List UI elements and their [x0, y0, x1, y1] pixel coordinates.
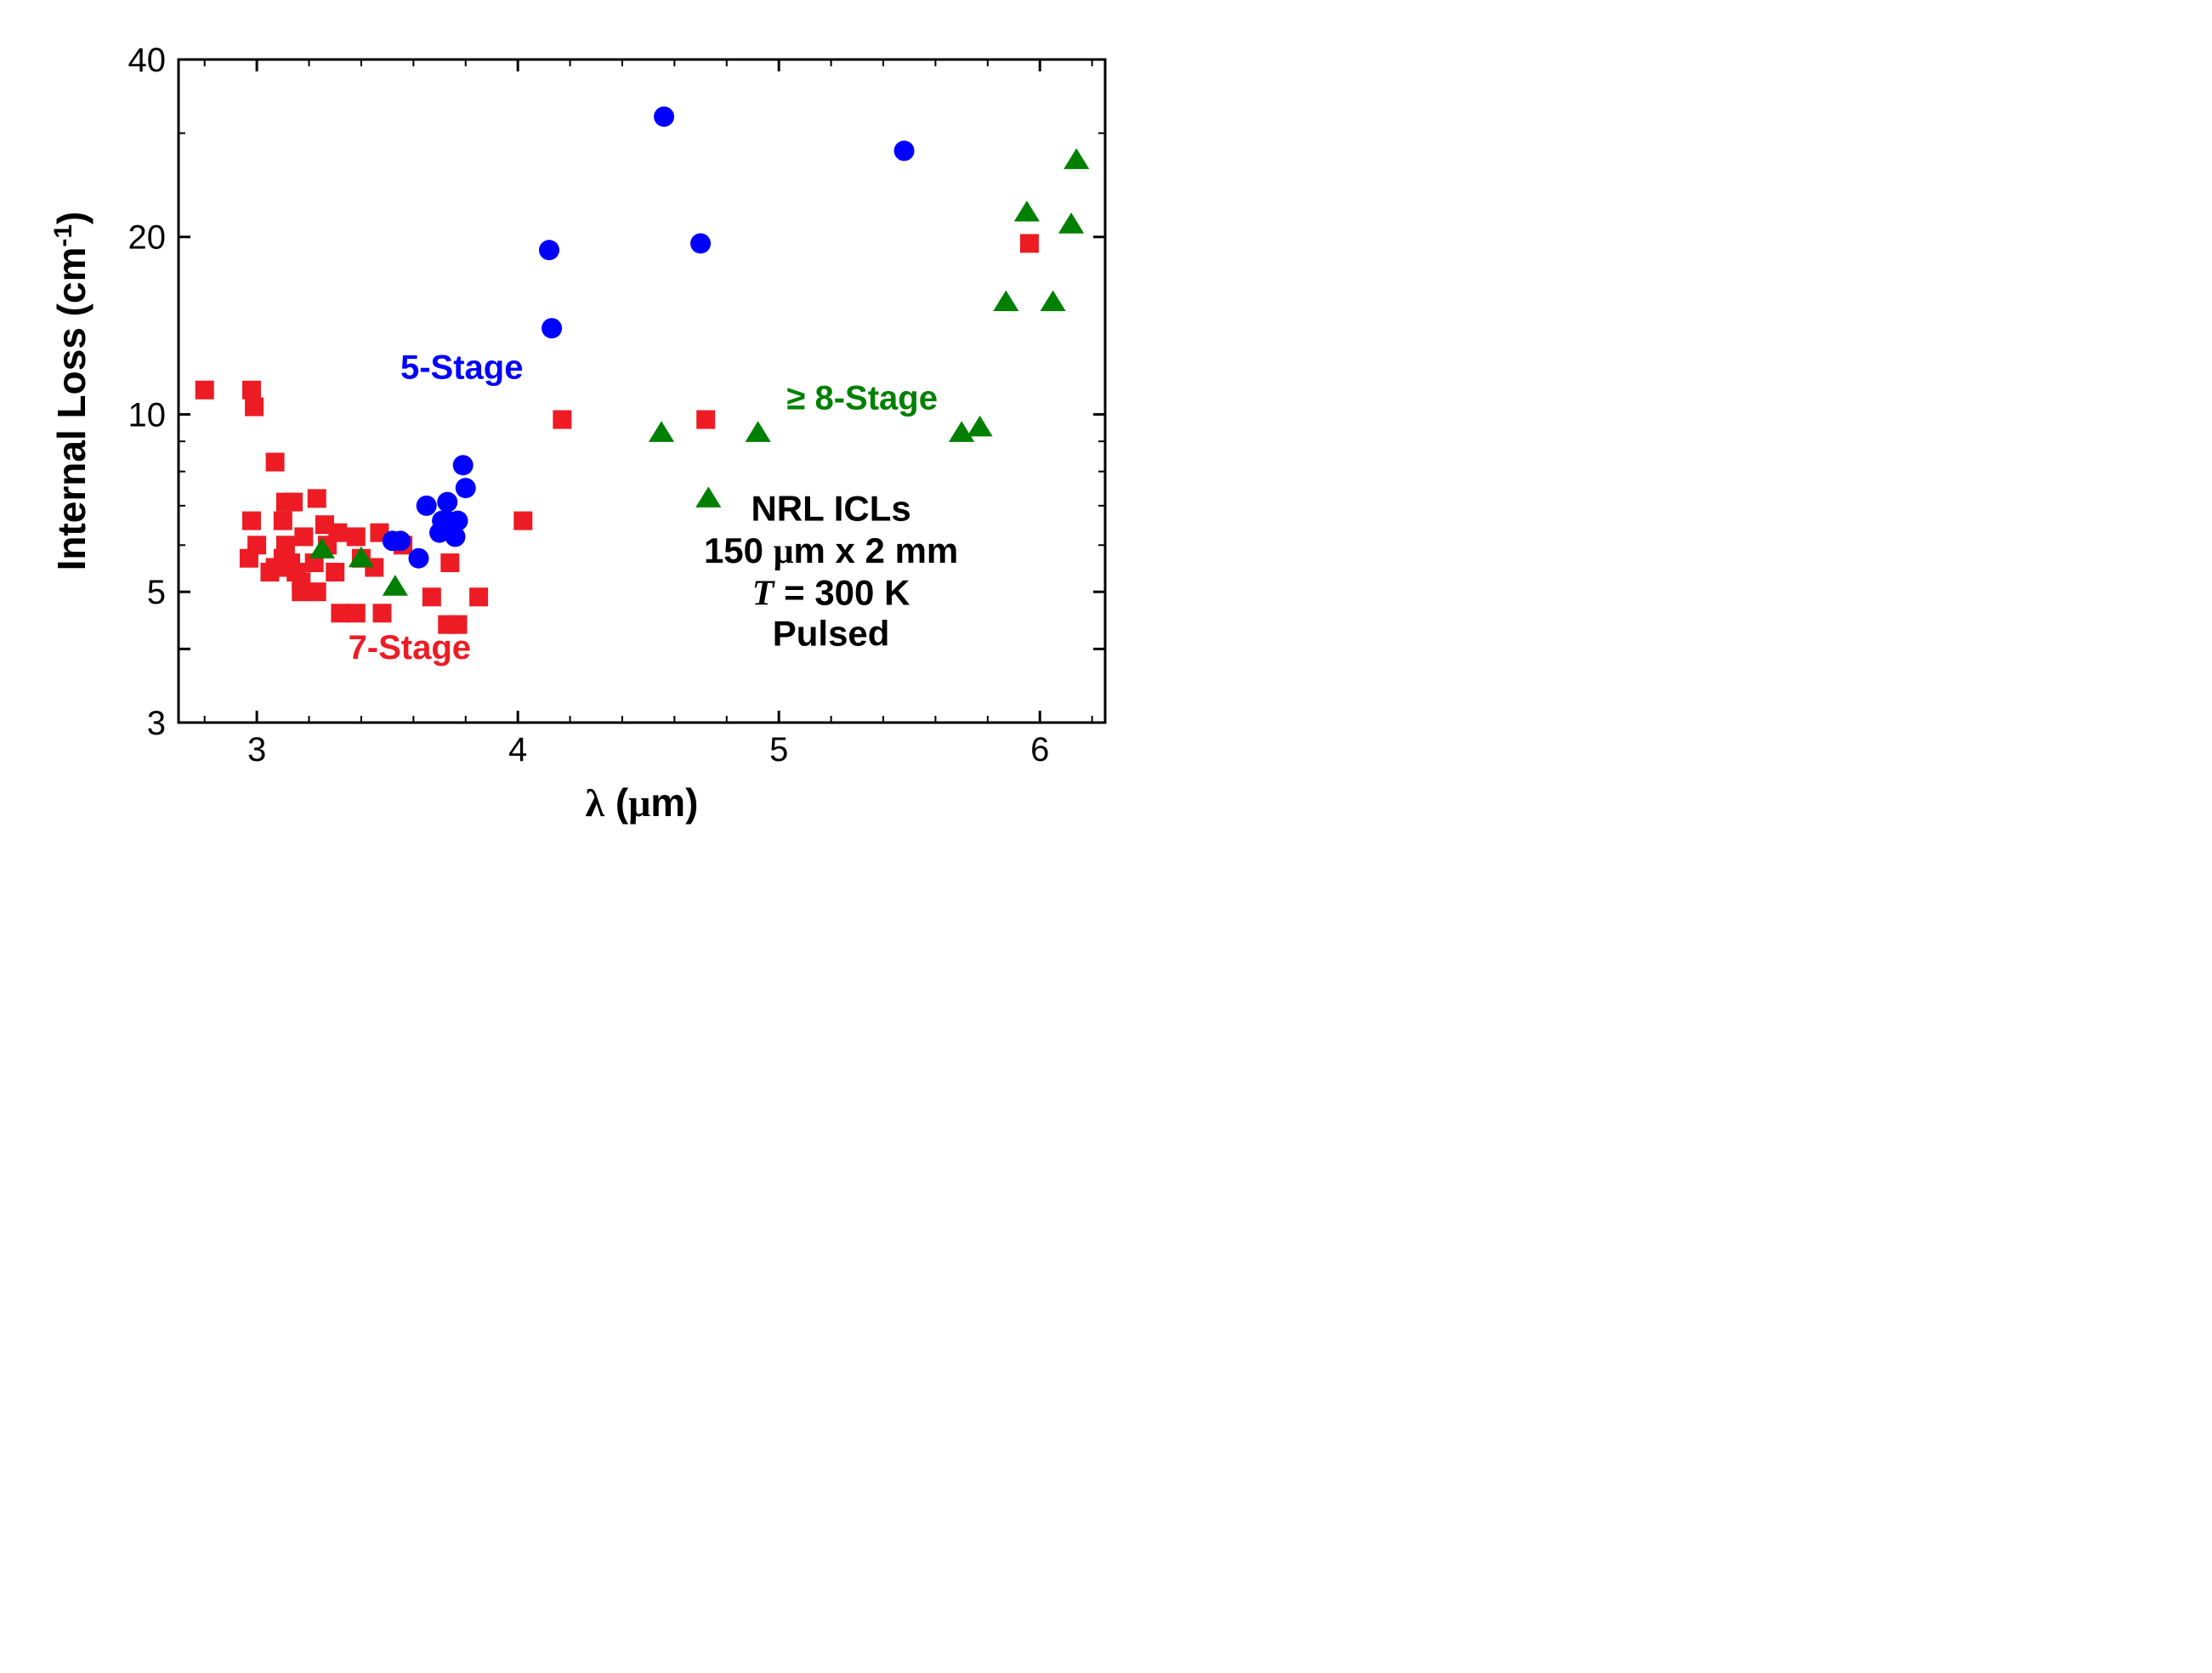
data-point-square [372, 604, 391, 622]
data-point-circle [408, 548, 428, 569]
x-tick-label: 4 [508, 731, 527, 768]
data-point-square [196, 381, 214, 400]
data-point-circle [654, 106, 674, 127]
data-point-square [284, 493, 303, 512]
data-point-square [308, 582, 326, 601]
data-point-square [469, 587, 488, 606]
y-tick-label: 40 [128, 42, 167, 79]
y-tick-label: 20 [128, 219, 167, 257]
x-tick-label: 5 [769, 731, 788, 768]
x-axis-title: λ (μm) [585, 780, 698, 825]
data-point-square [274, 512, 292, 530]
data-point-circle [542, 318, 562, 338]
data-point-circle [445, 526, 465, 547]
data-point-circle [894, 140, 915, 161]
chart-annotation: Pulsed [773, 614, 890, 654]
data-point-square [266, 453, 285, 472]
data-point-square [696, 411, 715, 429]
data-point-square [245, 398, 264, 417]
data-point-square [294, 527, 313, 546]
data-point-square [326, 563, 344, 581]
data-point-square [242, 512, 261, 530]
data-point-square [553, 411, 571, 429]
data-point-circle [390, 530, 411, 551]
data-point-square [242, 381, 261, 400]
data-point-square [328, 524, 347, 542]
data-point-square [1020, 234, 1039, 252]
data-point-circle [437, 492, 457, 513]
y-tick-label: 3 [147, 705, 166, 742]
chart-annotation: T = 300 K [752, 573, 910, 614]
data-point-square [276, 536, 295, 554]
y-axis-title: Internal Loss (cm-1) [49, 212, 94, 571]
data-point-square [347, 527, 366, 546]
plot-area [179, 60, 1105, 723]
series-label: ≥ 8-Stage [786, 379, 938, 417]
series-label: 5-Stage [400, 349, 524, 386]
data-point-square [513, 512, 532, 530]
chart-annotation: NRL ICLs [751, 489, 910, 529]
series-label: 7-Stage [349, 629, 472, 666]
internal-loss-scatter-chart: 3 4 5 6 3 5 10 20 40 λ (μm) Internal Loss (cm-1) 7-… [34, 34, 1139, 871]
data-point-square [440, 553, 459, 572]
data-point-square [423, 587, 441, 606]
x-tick-label: 6 [1030, 731, 1049, 768]
data-point-circle [453, 455, 474, 475]
data-point-square [308, 489, 326, 508]
x-tick-label: 3 [247, 731, 266, 768]
y-tick-label: 10 [128, 396, 167, 434]
data-point-square [247, 536, 266, 554]
data-point-circle [539, 240, 559, 260]
data-point-circle [690, 233, 711, 253]
chart-annotation: 150 μm x 2 mm [704, 530, 958, 571]
data-point-circle [456, 478, 476, 498]
data-point-circle [417, 496, 437, 516]
y-tick-label: 5 [147, 574, 166, 611]
data-point-square [347, 604, 366, 622]
